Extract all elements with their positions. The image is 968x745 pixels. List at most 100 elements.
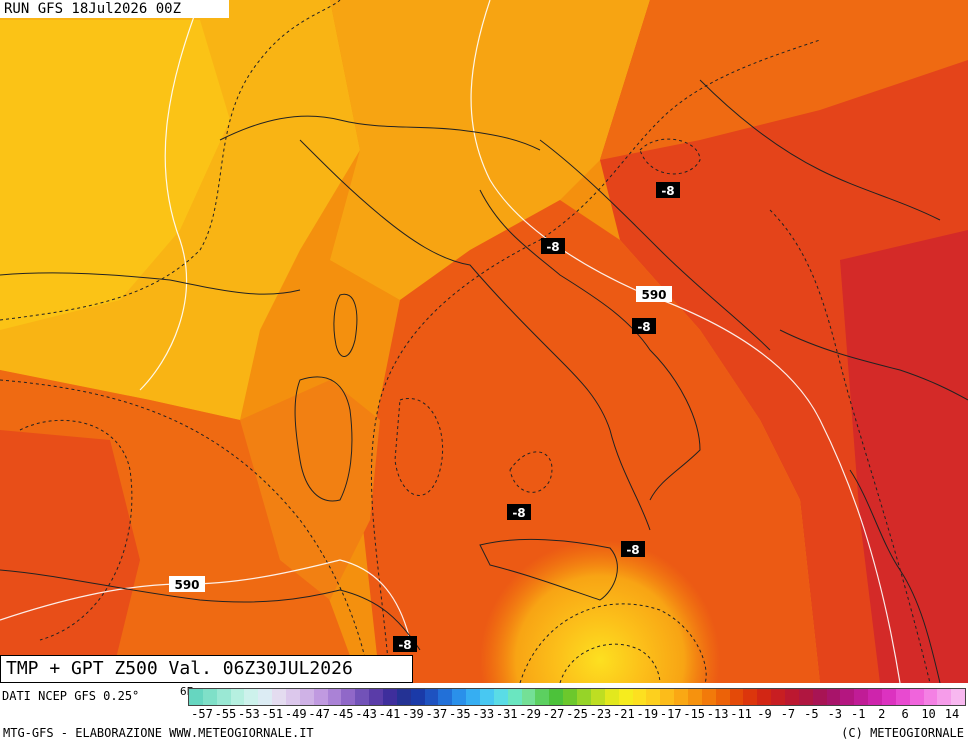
border-alps	[219, 115, 541, 151]
svg-text:-8: -8	[661, 184, 674, 198]
field-central-orange	[330, 0, 680, 300]
scale-tick-label: -7	[780, 707, 796, 721]
color-swatch	[521, 689, 536, 705]
color-swatch	[244, 689, 259, 705]
color-swatch	[535, 689, 550, 705]
isotherm	[370, 39, 821, 683]
color-swatch	[895, 689, 910, 705]
temp-label: -8	[541, 238, 565, 254]
scale-tick-label: -33	[472, 707, 495, 721]
field-far-east	[840, 230, 968, 683]
color-swatch	[618, 689, 633, 705]
color-swatch	[480, 689, 494, 705]
scale-tick-label: -35	[448, 707, 471, 721]
scale-tick-label: -57	[191, 707, 213, 721]
scale-tick-label: -13	[706, 707, 729, 721]
scale-tick-label: -41	[378, 707, 401, 721]
scale-tick-label: -27	[542, 707, 565, 721]
temperature-labels: -8 -8 -8 -8 -8 -8	[393, 182, 680, 652]
coastline-adriatic-east	[539, 139, 771, 351]
geopotential-contour	[0, 559, 411, 641]
coastline-italy-west	[299, 139, 651, 531]
color-swatch	[674, 689, 688, 705]
color-swatch	[452, 689, 467, 705]
field-southwest-deep	[0, 430, 140, 683]
temp-label: -8	[656, 182, 680, 198]
color-swatch	[687, 689, 702, 705]
color-swatch	[812, 689, 827, 705]
scale-tick-label: 14	[944, 707, 960, 721]
scale-tick-label: -55	[214, 707, 237, 721]
field-sardinia-zone	[240, 380, 380, 600]
scale-tick-label: -9	[757, 707, 772, 721]
color-swatch	[881, 689, 896, 705]
gpt-label: 590	[636, 286, 672, 302]
color-swatch	[826, 689, 841, 705]
svg-text:-8: -8	[637, 320, 650, 334]
color-swatch	[660, 689, 675, 705]
field-hot-core	[480, 540, 720, 683]
isotherm	[394, 397, 444, 496]
isotherm	[559, 643, 661, 683]
scale-tick-label: -25	[566, 707, 588, 721]
color-swatch	[646, 689, 661, 705]
temp-label: -8	[507, 504, 531, 520]
color-swatch	[923, 689, 938, 705]
color-swatch	[784, 689, 799, 705]
color-swatch	[189, 689, 203, 705]
coastline-corsica	[333, 293, 358, 357]
coastline-greece	[849, 469, 941, 683]
color-swatch	[466, 689, 481, 705]
color-swatch	[202, 689, 217, 705]
color-swatch	[410, 689, 425, 705]
color-swatch	[327, 689, 342, 705]
color-swatch	[341, 689, 356, 705]
coastline-italy-east	[479, 189, 701, 501]
color-swatch	[493, 689, 508, 705]
coastlines	[0, 79, 968, 683]
temp-label: -8	[393, 636, 417, 652]
scale-tick-label: -11	[730, 707, 752, 721]
isotherm	[509, 451, 553, 493]
isotherm	[639, 138, 701, 175]
scale-tick-label: -31	[495, 707, 518, 721]
color-swatch	[743, 689, 758, 705]
scale-tick-label: 2	[878, 707, 886, 721]
data-source-label: DATI NCEP GFS 0.25°	[2, 689, 140, 703]
temperature-map: -8 -8 -8 -8 -8 -8	[0, 0, 968, 683]
color-swatch	[757, 689, 772, 705]
color-scale-bar	[188, 688, 966, 706]
scale-tick-label: -47	[308, 707, 331, 721]
color-swatch	[937, 689, 952, 705]
color-swatch	[424, 689, 439, 705]
color-swatch	[299, 689, 314, 705]
color-swatch	[216, 689, 231, 705]
color-scale-ticks: -57 -55 -53 -51 -49 -47 -45 -43 -41 -39 -37 -35 -33-…	[188, 707, 966, 723]
scale-tick-label: 6	[901, 707, 909, 721]
isotherm	[0, 0, 341, 321]
scale-tick-label: -3	[827, 707, 843, 721]
field-west-yellow	[0, 20, 230, 330]
color-swatch	[396, 689, 411, 705]
color-swatch	[230, 689, 245, 705]
svg-text:590: 590	[174, 578, 199, 592]
color-swatch	[549, 689, 564, 705]
scale-tick-label: -51	[261, 707, 284, 721]
footer-copyright: (C) METEOGIORNALE	[841, 726, 964, 740]
coastline-sardinia	[294, 376, 353, 502]
color-swatch	[951, 689, 966, 705]
svg-text:590: 590	[641, 288, 666, 302]
color-swatch	[840, 689, 855, 705]
scale-tick-label: -29	[519, 707, 541, 721]
color-swatch	[701, 689, 716, 705]
gpt-label: 590	[169, 576, 205, 592]
color-swatch	[438, 689, 453, 705]
scale-tick-label: -19	[636, 707, 659, 721]
isotherm-lines	[0, 0, 931, 683]
coastline-france	[0, 272, 301, 295]
run-label: RUN GFS 18Jul2026 00Z	[0, 0, 229, 18]
color-swatch	[632, 689, 647, 705]
scale-tick-label: -21	[613, 707, 635, 721]
color-swatch	[590, 689, 605, 705]
